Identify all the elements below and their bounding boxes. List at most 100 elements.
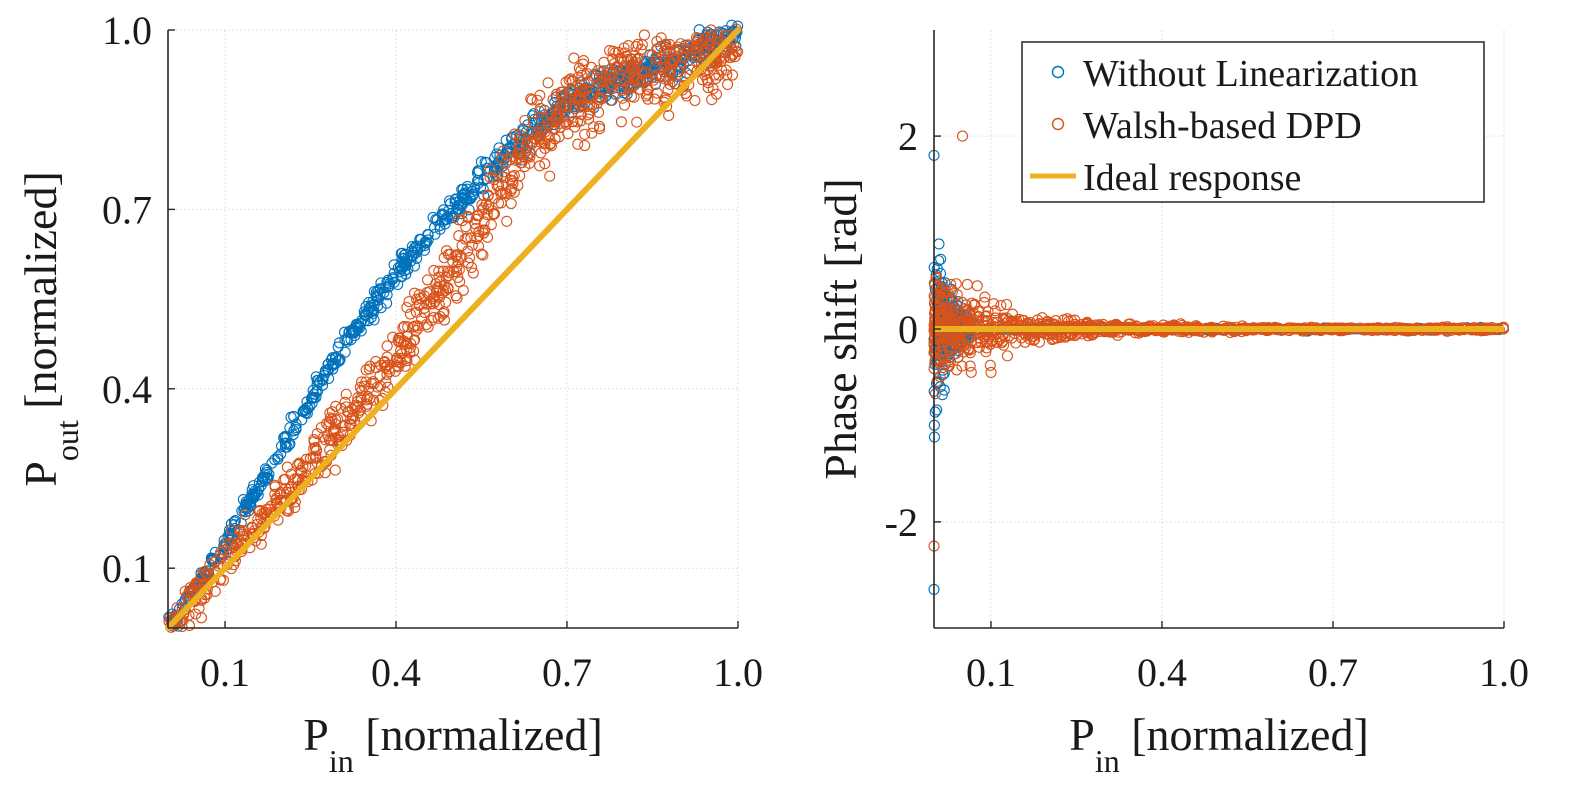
walsh-based-dpd-point <box>477 224 489 236</box>
walsh-based-dpd-point <box>219 537 231 549</box>
walsh-based-dpd-point <box>398 335 410 347</box>
walsh-based-dpd-point <box>432 312 444 324</box>
walsh-based-dpd-point <box>524 137 536 149</box>
walsh-based-dpd-point <box>259 521 271 533</box>
walsh-based-dpd-point <box>681 43 693 55</box>
walsh-based-dpd-point <box>323 416 335 428</box>
walsh-based-dpd-point <box>580 83 593 95</box>
walsh-based-dpd-point <box>439 285 452 297</box>
right-x-tick-label: 0.1 <box>966 650 1016 695</box>
walsh-based-dpd-point <box>985 336 997 348</box>
walsh-based-dpd-point <box>593 120 606 132</box>
walsh-based-dpd-point <box>630 41 642 53</box>
walsh-based-dpd-point <box>429 296 441 308</box>
without-linearization-point <box>244 497 256 509</box>
walsh-based-dpd-point <box>186 585 198 597</box>
walsh-based-dpd-point <box>641 83 653 95</box>
left-x-tick-label: 1.0 <box>713 650 763 695</box>
without-linearization-point <box>935 253 947 265</box>
walsh-based-dpd-point <box>690 31 703 44</box>
walsh-based-dpd-point <box>209 585 221 597</box>
walsh-based-dpd-point <box>418 290 430 302</box>
walsh-based-dpd-point <box>453 230 465 242</box>
without-linearization-point <box>237 493 249 506</box>
walsh-based-dpd-point <box>1050 315 1062 327</box>
walsh-based-dpd-point <box>593 106 605 118</box>
walsh-based-dpd-point <box>535 111 547 123</box>
left-x-tick-label: 0.4 <box>371 650 421 695</box>
walsh-based-dpd-point <box>575 115 587 127</box>
walsh-based-dpd-point <box>367 376 379 388</box>
walsh-based-dpd-point <box>671 50 683 62</box>
right-y-axis-label: Phase shift [rad] <box>815 178 866 479</box>
walsh-based-dpd-point <box>579 128 591 140</box>
walsh-based-dpd-point <box>333 431 345 443</box>
walsh-based-dpd-point <box>726 50 738 62</box>
legend-marker-without-linearization <box>1051 65 1065 79</box>
without-linearization-point <box>372 291 384 303</box>
without-linearization-point <box>937 369 949 381</box>
walsh-based-dpd-point <box>326 413 338 425</box>
right-x-tick-label: 1.0 <box>1479 650 1529 695</box>
walsh-based-dpd-point <box>190 608 202 620</box>
walsh-based-dpd-point <box>514 142 526 154</box>
walsh-based-dpd-point <box>431 282 443 294</box>
walsh-based-dpd-point <box>281 461 293 473</box>
walsh-based-dpd-point <box>504 174 516 186</box>
walsh-based-dpd-point <box>534 160 546 172</box>
walsh-based-dpd-point <box>666 59 678 71</box>
walsh-based-dpd-point <box>309 467 321 479</box>
walsh-based-dpd-point <box>332 413 344 425</box>
without-linearization-point <box>929 406 941 418</box>
left-x-axis-label: Pin [normalized] <box>303 709 603 779</box>
walsh-based-dpd-point <box>380 361 392 373</box>
without-linearization-point <box>343 325 356 337</box>
without-linearization-point <box>434 223 446 235</box>
walsh-based-dpd-point <box>465 232 477 244</box>
without-linearization-point <box>278 432 290 444</box>
without-linearization-point <box>329 351 341 363</box>
walsh-based-dpd-point <box>581 68 593 80</box>
without-linearization-point <box>372 284 384 296</box>
walsh-based-dpd-point <box>210 555 222 567</box>
walsh-based-dpd-point <box>544 170 556 182</box>
walsh-based-dpd-point <box>705 24 717 36</box>
walsh-based-dpd-point <box>929 388 941 400</box>
walsh-based-dpd-point <box>345 413 357 425</box>
without-linearization-point <box>326 358 338 370</box>
walsh-based-dpd-point <box>280 482 292 495</box>
walsh-based-dpd-point <box>695 38 707 50</box>
walsh-based-dpd-point <box>438 314 451 326</box>
walsh-based-dpd-point <box>513 138 525 150</box>
walsh-based-dpd-point <box>577 58 589 70</box>
left-lines <box>165 27 741 631</box>
legend-label-without-linearization: Without Linearization <box>1083 53 1418 95</box>
walsh-based-dpd-point <box>647 74 659 86</box>
walsh-based-dpd-point <box>450 290 462 302</box>
walsh-based-dpd-point <box>345 418 357 430</box>
without-linearization-point <box>368 314 380 326</box>
walsh-based-dpd-point <box>967 313 979 325</box>
walsh-based-dpd-point <box>619 47 631 59</box>
without-linearization-point <box>312 385 324 397</box>
walsh-based-dpd-point <box>480 198 492 210</box>
walsh-based-dpd-point <box>255 538 267 550</box>
walsh-based-dpd-point <box>1006 332 1018 344</box>
walsh-based-dpd-point <box>477 249 489 261</box>
walsh-based-dpd-point <box>941 286 953 298</box>
walsh-based-dpd-point <box>663 109 675 121</box>
walsh-based-dpd-point <box>556 86 569 98</box>
walsh-based-dpd-point <box>1018 314 1030 326</box>
walsh-based-dpd-point <box>340 401 352 413</box>
walsh-based-dpd-point <box>725 51 737 64</box>
legend: Without Linearization Walsh-based DPD Id… <box>1021 41 1485 203</box>
walsh-based-dpd-point <box>982 306 994 318</box>
walsh-based-dpd-point <box>524 151 536 163</box>
walsh-based-dpd-point <box>584 107 596 119</box>
without-linearization-point <box>301 396 313 408</box>
left-scatter-points <box>163 19 744 633</box>
walsh-based-dpd-point <box>549 133 561 145</box>
walsh-based-dpd-point <box>565 85 578 97</box>
walsh-based-dpd-point <box>575 108 587 120</box>
walsh-based-dpd-point <box>440 245 453 257</box>
